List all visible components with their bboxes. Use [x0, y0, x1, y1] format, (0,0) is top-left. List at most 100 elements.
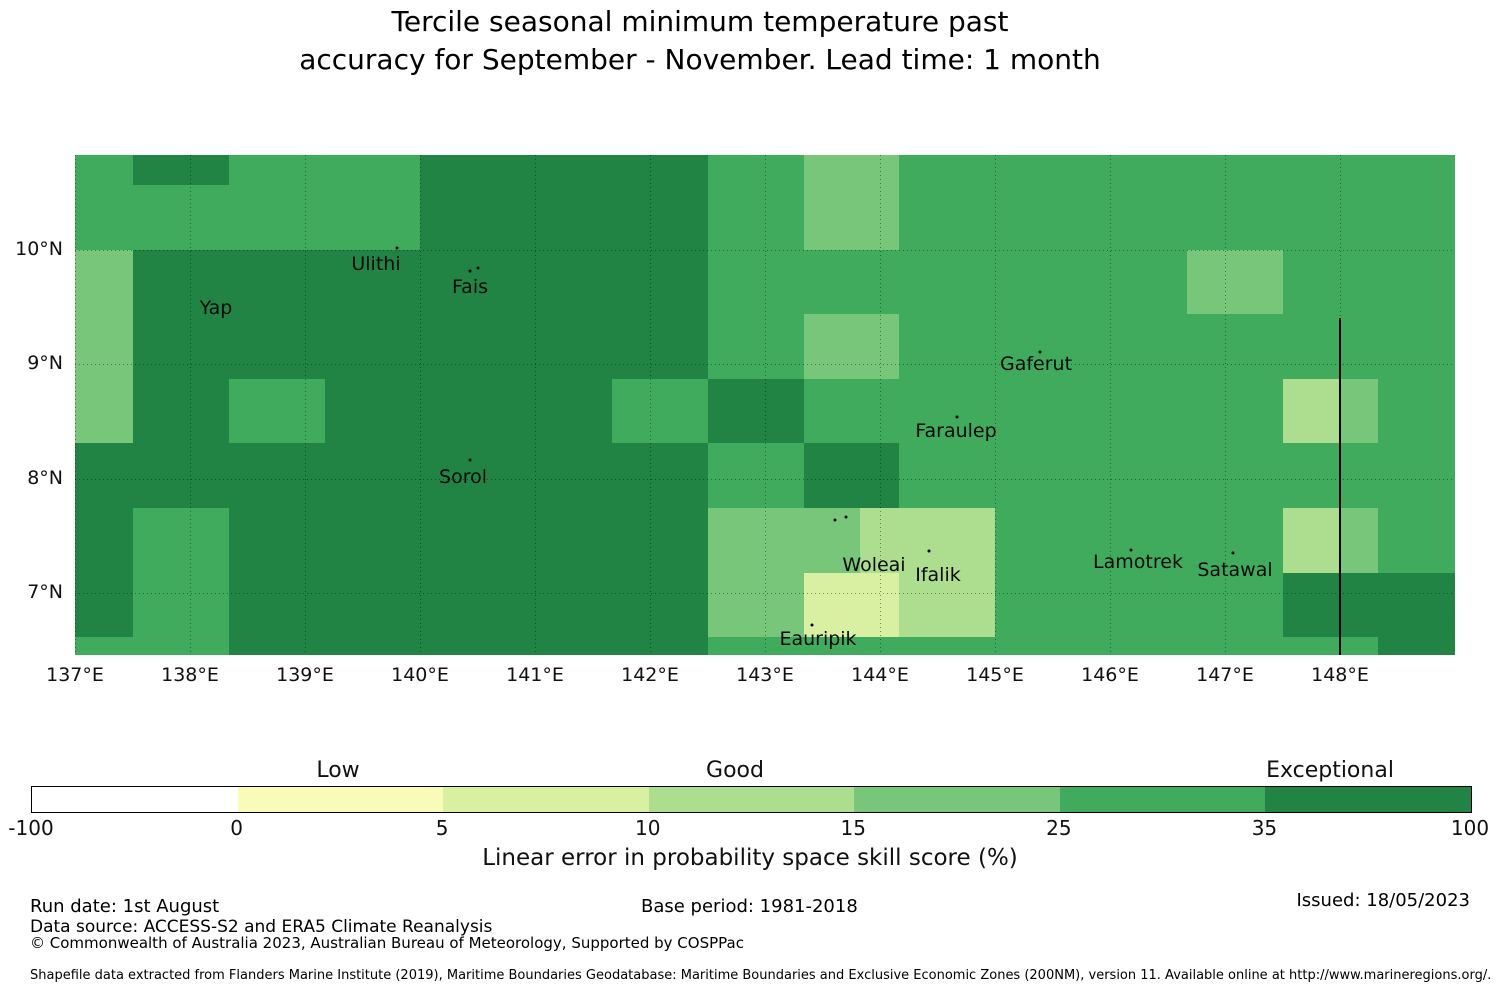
island-marker-dot [844, 515, 848, 519]
map-cell [899, 185, 995, 250]
place-label-woleai: Woleai [842, 554, 906, 576]
map-cell [1187, 155, 1283, 185]
longitude-gridline [765, 155, 766, 655]
map-cell-patch [860, 508, 899, 573]
map-cell [516, 155, 612, 185]
map-cell [899, 637, 995, 655]
map-cell [1283, 637, 1378, 655]
map-cell [133, 155, 229, 185]
colorbar-tick-label: 5 [435, 816, 449, 840]
map-cell [420, 250, 516, 314]
map-cell [1283, 443, 1378, 508]
map-cell [75, 250, 133, 314]
map-cell [516, 250, 612, 314]
place-label-faraulep: Faraulep [915, 420, 997, 442]
map-cell [804, 155, 899, 185]
map-cell [804, 379, 899, 443]
map-cell [420, 637, 516, 655]
y-tick-label: 8°N [27, 467, 63, 489]
map-cell-patch [1340, 508, 1378, 573]
map-cell [708, 573, 804, 637]
map-cell [1091, 250, 1187, 314]
island-marker-dot [927, 549, 931, 553]
map-cell [995, 508, 1091, 573]
shapefile-attribution-text: Shapefile data extracted from Flanders M… [30, 968, 1492, 983]
latitude-gridline [75, 479, 1455, 480]
colorbar-tick-label: 0 [230, 816, 243, 840]
map-cell [708, 250, 804, 314]
data-source-text: Data source: ACCESS-S2 and ERA5 Climate … [30, 917, 493, 937]
longitude-gridline [1225, 155, 1226, 655]
map-cell [516, 185, 612, 250]
map-cell [516, 573, 612, 637]
x-tick-label: 138°E [161, 664, 219, 686]
map-cell [1283, 185, 1378, 250]
map-cell [612, 155, 708, 185]
map-cell [325, 314, 420, 379]
colorbar-tick-label: 15 [840, 816, 867, 840]
map-cell [804, 314, 899, 379]
map-cell [420, 443, 516, 508]
map-cell [325, 185, 420, 250]
y-tick-label: 7°N [27, 581, 63, 603]
base-period-text: Base period: 1981-2018 [641, 896, 858, 917]
place-label-ifalik: Ifalik [915, 564, 961, 586]
map-cell [1378, 573, 1455, 637]
colorbar-tick-label: 100 [1450, 816, 1490, 840]
map-cell [1187, 443, 1283, 508]
map-cell [229, 443, 325, 508]
island-marker-dot [1231, 551, 1235, 555]
map-cell [708, 155, 804, 185]
map-cell [708, 379, 804, 443]
map-cell [516, 637, 612, 655]
map-cell [1187, 314, 1283, 379]
longitude-gridline [305, 155, 306, 655]
map-cell [1378, 314, 1455, 379]
map-cell [995, 637, 1091, 655]
place-label-satawal: Satawal [1197, 559, 1273, 581]
map-cell [899, 508, 995, 573]
island-marker-dot [810, 623, 814, 627]
map-cell [325, 508, 420, 573]
map-cell [995, 573, 1091, 637]
island-marker-dot [1038, 350, 1042, 354]
colorbar-axis-label: Linear error in probability space skill … [482, 845, 1018, 871]
map-cell [420, 508, 516, 573]
heatmap-plot-area: Yap Ulithi Fais Sorol Gaferut Faraulep Woleai I… [75, 155, 1455, 655]
map-cell [708, 443, 804, 508]
colorbar-tick-label: 25 [1046, 816, 1072, 840]
map-cell [229, 573, 325, 637]
map-cell [1378, 508, 1455, 573]
map-cell [133, 379, 229, 443]
map-cell [1187, 573, 1283, 637]
colorbar [31, 786, 1472, 813]
map-cell [995, 314, 1091, 379]
colorbar-segment [32, 787, 239, 812]
map-cell [229, 508, 325, 573]
map-cell [325, 250, 420, 314]
map-cell [1187, 508, 1283, 573]
map-cell [516, 508, 612, 573]
longitude-gridline [535, 155, 536, 655]
longitude-gridline [75, 155, 76, 655]
map-cell [804, 573, 899, 637]
map-cell [516, 379, 612, 443]
x-tick-label: 141°E [506, 664, 564, 686]
y-tick-label: 10°N [15, 238, 63, 260]
island-marker-dot [468, 458, 472, 462]
map-cell [420, 314, 516, 379]
colorbar-segment [443, 787, 650, 812]
map-cell [133, 637, 229, 655]
map-cell [325, 379, 420, 443]
issued-date-text: Issued: 18/05/2023 [1296, 890, 1470, 911]
map-cell [133, 573, 229, 637]
map-cell [995, 250, 1091, 314]
map-cell [75, 379, 133, 443]
map-cell [1091, 508, 1187, 573]
place-label-eauripik: Eauripik [779, 628, 857, 650]
y-tick-label: 9°N [27, 352, 63, 374]
run-date-text: Run date: 1st August [30, 896, 220, 917]
map-cell [1187, 379, 1283, 443]
colorbar-tick-label: 35 [1251, 816, 1278, 840]
